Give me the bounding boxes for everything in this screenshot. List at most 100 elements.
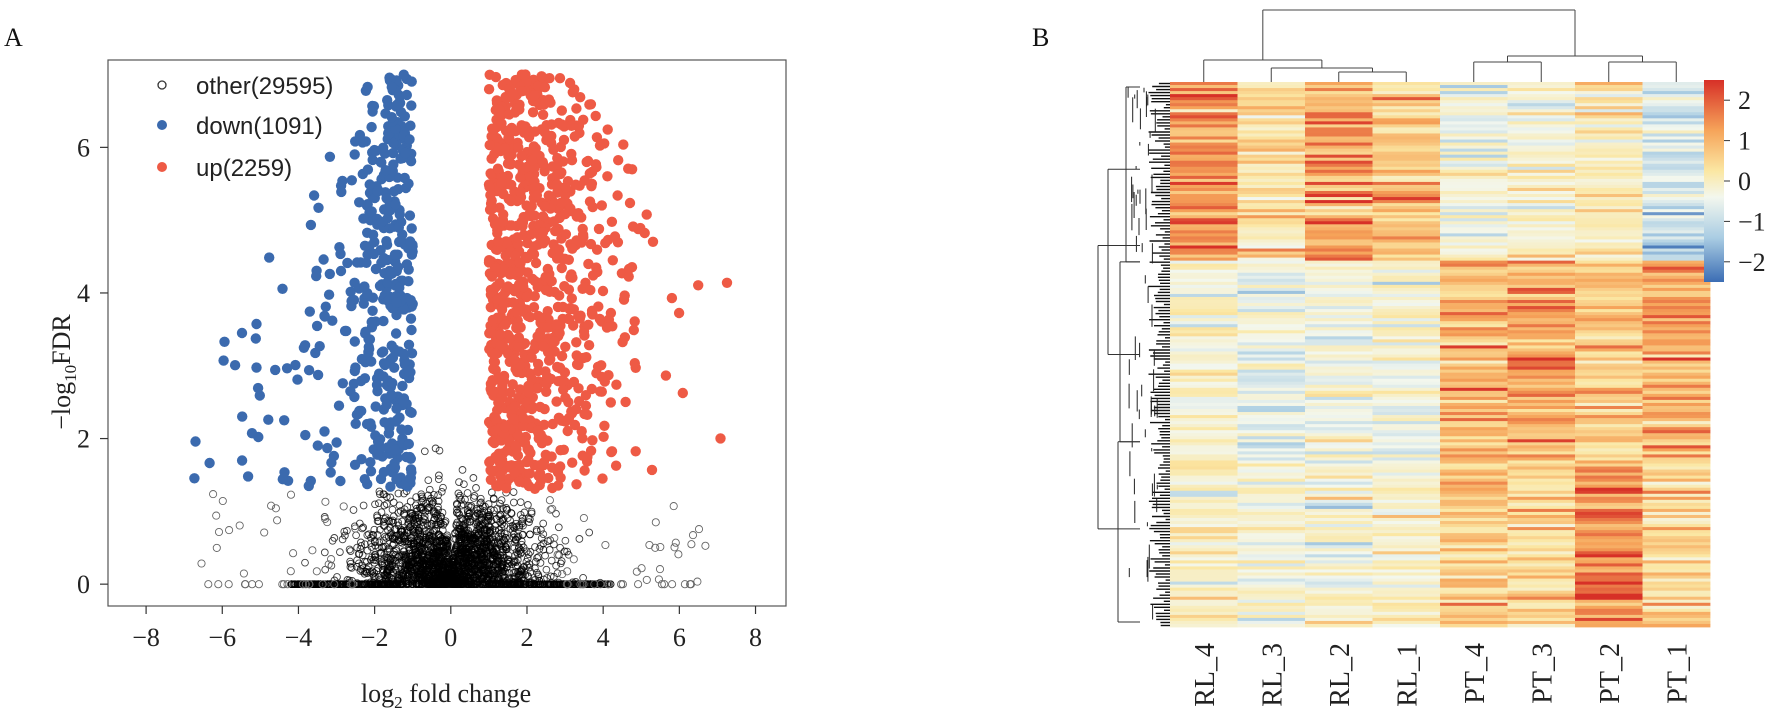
other-point (523, 561, 531, 570)
down-point (361, 257, 372, 268)
other-point (464, 502, 473, 510)
up-point (544, 73, 555, 84)
x-title-rest: fold change (403, 679, 532, 708)
up-point (587, 435, 598, 446)
other-point (225, 526, 234, 535)
up-point (542, 306, 553, 317)
heatmap-cell (1237, 281, 1306, 286)
x-title-log: log (361, 679, 394, 708)
up-point (593, 301, 604, 312)
heatmap-cell (1237, 115, 1306, 119)
heatmap-cell (1507, 187, 1576, 192)
heatmap-cell (1507, 163, 1576, 168)
other-point (312, 567, 321, 576)
heatmap-cell (1440, 151, 1508, 156)
heatmap-cell (1237, 112, 1306, 116)
other-point (539, 539, 548, 548)
heatmap-cell (1507, 272, 1576, 277)
heatmap-cell (1372, 263, 1441, 268)
other-point (420, 447, 429, 456)
other-point (286, 567, 295, 576)
heatmap-cell (1507, 212, 1576, 216)
up-point (514, 476, 525, 487)
down-point (387, 147, 399, 159)
up-point (499, 421, 511, 433)
other-point (409, 528, 418, 536)
heatmap-cell (1642, 293, 1711, 298)
down-point (406, 324, 417, 336)
heatmap-cell (1507, 106, 1576, 110)
heatmap-cell (1170, 118, 1238, 122)
heatmap-cell (1440, 160, 1508, 165)
down-point (386, 268, 398, 279)
other-point (224, 580, 233, 589)
heatmap-cell (1305, 221, 1373, 225)
heatmap-cell (1305, 284, 1373, 289)
volcano-y-axis-title: −log10FDR (47, 314, 80, 430)
other-point (660, 580, 669, 589)
other-point (579, 580, 588, 589)
heatmap-cell (1575, 312, 1643, 316)
up-point (519, 127, 530, 138)
other-point (415, 535, 424, 543)
down-point (320, 301, 331, 312)
other-point (398, 575, 407, 584)
other-point (397, 534, 406, 543)
heatmap-cell (1440, 236, 1508, 240)
heatmap-cell (1440, 200, 1508, 204)
heatmap-cell (1642, 278, 1711, 283)
other-point (561, 536, 570, 545)
heatmap-cell (1507, 160, 1576, 165)
heatmap-cell (1170, 97, 1238, 101)
down-point (372, 186, 383, 197)
up-point (516, 216, 527, 228)
up-point (585, 238, 597, 250)
heatmap-cell (1642, 303, 1711, 307)
y-tick-label: 2 (77, 425, 90, 454)
up-point (605, 397, 616, 408)
other-point (535, 580, 544, 589)
other-point (449, 556, 458, 565)
heatmap-cell (1642, 251, 1711, 255)
heatmap-cell (1507, 184, 1576, 189)
heatmap-cell (1575, 178, 1643, 183)
heatmap-cell (1575, 97, 1643, 101)
heatmap-cell (1372, 178, 1441, 183)
up-point (548, 144, 559, 155)
other-point (569, 555, 578, 564)
other-point (545, 496, 554, 505)
up-point (558, 384, 569, 395)
up-point (583, 340, 595, 351)
heatmap-cell (1575, 121, 1643, 125)
other-point (406, 497, 415, 506)
other-point (457, 530, 466, 539)
up-point (543, 131, 554, 142)
heatmap-cell (1305, 269, 1373, 274)
heatmap-cell (1305, 212, 1373, 216)
up-point (612, 237, 624, 248)
heatmap-cell (1507, 200, 1576, 204)
other-point (368, 567, 377, 576)
other-point (376, 490, 384, 498)
heatmap-cell (1440, 269, 1508, 274)
down-point (372, 436, 384, 447)
heatmap-cell (1372, 130, 1441, 134)
heatmap-cell (1507, 206, 1576, 210)
up-point (562, 425, 573, 437)
up-point (605, 307, 617, 319)
down-point (399, 111, 410, 122)
other-point (550, 533, 559, 543)
down-point (366, 121, 377, 133)
other-point (499, 580, 508, 589)
heatmap-cell (1575, 275, 1643, 280)
heatmap-cell (1507, 293, 1576, 298)
up-point (500, 319, 511, 330)
other-point (330, 534, 339, 542)
down-point (386, 389, 397, 401)
heatmap-cell (1642, 306, 1711, 310)
other-point (525, 518, 533, 526)
legend-other-label: other(29595) (196, 73, 333, 100)
heatmap-cell (1642, 160, 1711, 165)
other-point (298, 580, 307, 589)
panel-b-letter: B (1032, 23, 1049, 52)
